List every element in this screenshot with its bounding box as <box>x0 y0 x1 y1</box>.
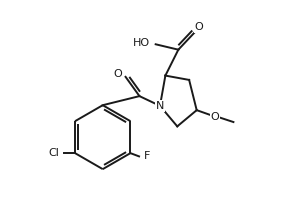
Text: O: O <box>113 69 122 79</box>
Text: O: O <box>195 22 203 32</box>
Text: N: N <box>156 101 164 111</box>
Text: F: F <box>143 151 150 161</box>
Text: HO: HO <box>133 38 150 48</box>
Text: O: O <box>211 112 220 122</box>
Text: Cl: Cl <box>48 148 59 158</box>
